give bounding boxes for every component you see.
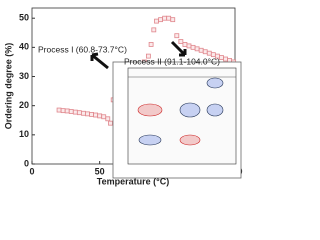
point [72,109,78,115]
y-tick-label: 50 [19,13,29,23]
point [198,47,204,53]
chart: 05010015001020304050 Process I (60.8-73.… [3,7,243,187]
x-tick-label: 50 [95,166,105,176]
y-tick-label: 20 [19,100,29,110]
point [93,112,99,118]
point [148,42,154,47]
point [206,50,212,56]
point [166,15,172,21]
point [97,113,103,119]
x-tick-label: 0 [29,166,34,176]
y-axis-label: Ordering degree (%) [3,43,13,130]
y-tick-label: 0 [24,158,29,168]
point [101,114,107,120]
annotation: Process I (60.8-73.7°C) [38,44,127,54]
point [64,108,70,114]
x-axis-label: Temperature (°C) [97,176,169,186]
point [154,18,159,24]
inset-contour [138,134,162,146]
point [174,33,180,39]
point [158,17,163,23]
point [182,42,188,47]
inset-contour [137,103,163,117]
point [145,53,151,59]
point [186,43,192,49]
arrow [170,40,187,57]
point [56,107,62,113]
annotation: Process II (91.1-104.0°C) [124,56,220,66]
inset-contour [206,77,224,89]
plot-area: 05010015001020304050 [19,7,243,176]
point [105,116,111,122]
y-tick-label: 40 [19,42,29,52]
inset-contour [206,103,224,117]
point [219,55,224,60]
arrow [90,52,109,70]
y-tick-label: 30 [19,71,29,81]
point [223,56,228,62]
point [81,110,86,116]
point [162,15,168,21]
point [60,108,66,114]
point [190,44,196,50]
point [202,49,208,55]
point [194,46,200,52]
point [68,109,74,114]
point [85,111,90,117]
point [89,112,94,117]
point [76,110,82,116]
point [108,120,113,126]
point [170,17,176,23]
point [178,39,184,44]
inset-spectrum [112,61,242,179]
y-tick-label: 10 [19,129,29,139]
inset-contour [179,134,201,146]
inset-contour [179,102,201,118]
point [151,27,157,33]
